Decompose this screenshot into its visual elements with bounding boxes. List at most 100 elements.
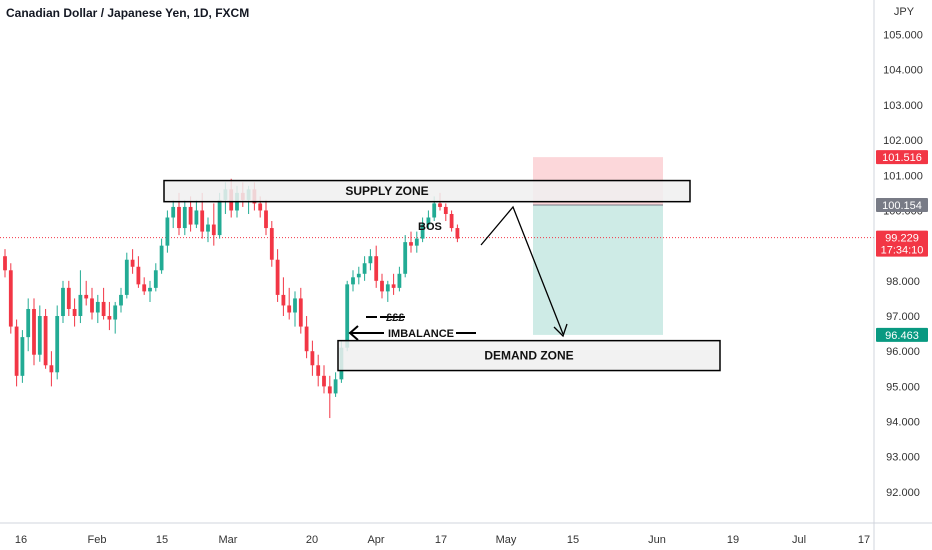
candle-body — [61, 287, 65, 317]
time-axis[interactable]: 16 Feb 15 Mar 20 Apr 17 May 15 Jun 19 Jul 17 — [0, 522, 932, 546]
candle-body — [304, 326, 309, 352]
target-zone — [533, 205, 663, 335]
candle-body — [177, 206, 181, 229]
candle-body — [310, 351, 315, 366]
candle — [107, 301, 112, 331]
candle — [322, 365, 326, 394]
candle — [316, 354, 321, 387]
price-tag-value: 100.154 — [882, 200, 922, 212]
candle-body — [107, 316, 112, 320]
candle-body — [84, 294, 89, 299]
supply-zone-box — [163, 179, 691, 203]
candle-body — [113, 305, 118, 320]
candle — [148, 280, 152, 302]
time-tick-label: 15 — [156, 534, 168, 546]
candle-body — [374, 256, 379, 281]
candle — [362, 256, 367, 281]
candle — [119, 287, 123, 313]
candle-body — [409, 242, 413, 246]
time-tick-label: Mar — [219, 534, 238, 546]
candle — [287, 287, 292, 320]
candle-body — [426, 217, 431, 225]
candle — [26, 298, 31, 352]
candle-body — [206, 224, 210, 232]
candle — [420, 217, 425, 243]
candle — [20, 330, 25, 383]
candle — [32, 298, 36, 366]
price-tag: 96.463 — [876, 327, 928, 342]
candle — [72, 298, 77, 327]
candle — [327, 375, 332, 419]
candle-body — [345, 284, 350, 348]
candle-body — [298, 298, 303, 327]
demand-zone-box — [337, 339, 721, 372]
candles-group — [3, 178, 460, 419]
candle-body — [32, 308, 36, 355]
candle-body — [3, 256, 7, 271]
price-tag: 101.516 — [876, 150, 928, 165]
candle-body — [90, 298, 94, 313]
candle — [426, 210, 431, 229]
candle-body — [165, 217, 170, 246]
time-tick-label: Feb — [88, 534, 107, 546]
time-tick-label: 19 — [727, 534, 739, 546]
candle-body — [217, 199, 222, 236]
candle-body — [78, 294, 83, 317]
candle — [391, 273, 396, 295]
candle — [281, 277, 286, 317]
price-axis[interactable]: JPY 105.000 104.000 103.000 102.000 101.000 10… — [873, 0, 923, 550]
candle — [414, 231, 419, 253]
candle — [374, 245, 379, 288]
candle-body — [188, 206, 193, 225]
candle-body — [449, 213, 454, 229]
candle-body — [72, 308, 77, 317]
price-tick-label: 98.000 — [886, 276, 920, 288]
candle-body — [26, 308, 31, 338]
candle — [136, 256, 141, 288]
currency-label: JPY — [894, 6, 915, 18]
candle-body — [119, 294, 123, 306]
price-tag-bg — [876, 327, 928, 342]
candle — [397, 266, 402, 292]
candle-body — [171, 206, 176, 218]
time-tick-label: 15 — [567, 534, 579, 546]
price-tick-label: 105.000 — [883, 30, 923, 42]
price-tick-label: 104.000 — [883, 65, 923, 77]
candle-body — [124, 259, 129, 295]
candle-body — [142, 284, 147, 292]
candle — [130, 249, 135, 274]
candle — [333, 372, 338, 397]
candle — [78, 270, 83, 324]
candle-body — [351, 277, 355, 285]
candle-body — [8, 270, 13, 327]
candle-body — [455, 228, 460, 239]
candle-body — [153, 270, 158, 288]
candle-body — [211, 224, 216, 236]
candle-body — [182, 206, 187, 229]
candle — [66, 280, 71, 317]
candle — [61, 280, 65, 324]
candle — [171, 199, 176, 229]
candle-body — [287, 305, 292, 313]
candle-body — [293, 298, 297, 313]
candle-body — [322, 375, 326, 387]
price-tag: 100.154 — [876, 198, 928, 213]
candle-body — [432, 203, 437, 218]
price-tag-value: 96.463 — [885, 330, 919, 342]
candle — [153, 263, 158, 292]
price-tick-label: 96.000 — [886, 346, 920, 358]
price-tick-label: 95.000 — [886, 381, 920, 393]
bos-label: BOS — [418, 221, 442, 233]
supply-zone: SUPPLY ZONE — [163, 179, 691, 203]
candle-body — [443, 206, 448, 214]
price-tag-countdown: 17:34:10 — [881, 245, 924, 257]
candle — [101, 287, 106, 320]
candle-body — [101, 301, 106, 317]
candle — [443, 203, 448, 222]
candle-body — [362, 263, 367, 274]
candle-body — [275, 259, 280, 295]
candle — [455, 224, 460, 243]
candle — [49, 351, 54, 387]
